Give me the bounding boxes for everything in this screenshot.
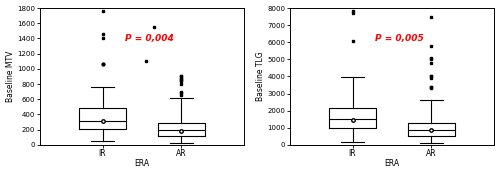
Y-axis label: Baseline MTV: Baseline MTV [6,51,15,102]
Text: P = 0,004: P = 0,004 [126,34,174,43]
Text: P = 0,005: P = 0,005 [376,34,424,43]
X-axis label: ERA: ERA [384,159,400,168]
X-axis label: ERA: ERA [134,159,150,168]
Y-axis label: Baseline TLG: Baseline TLG [256,52,264,101]
